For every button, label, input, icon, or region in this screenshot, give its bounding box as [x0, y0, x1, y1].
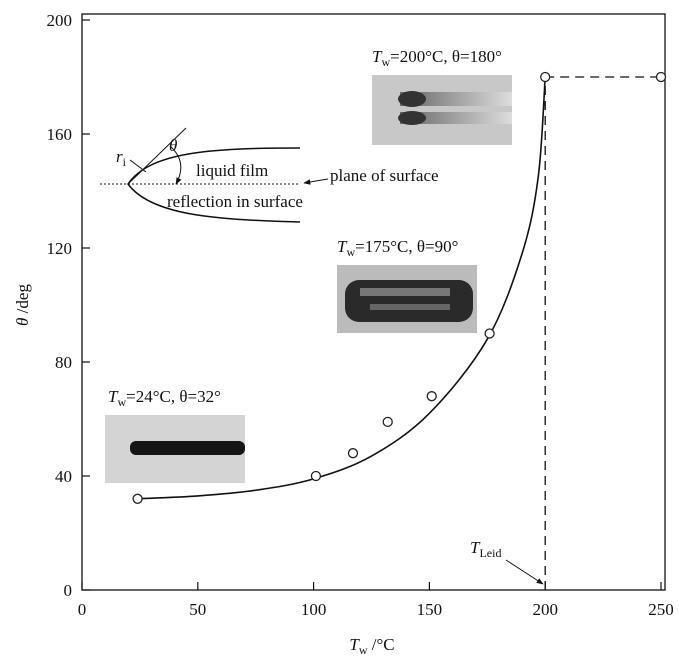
inset-angle: θ — [169, 136, 177, 155]
annotation-symbol: T — [337, 237, 348, 256]
photo-175 — [337, 265, 477, 333]
t-leid-label-symbol: T — [470, 538, 481, 557]
data-point — [540, 71, 551, 83]
y-axis-label: θ /deg — [13, 284, 32, 326]
y-tick-label: 160 — [47, 125, 73, 144]
y-tick-label: 40 — [55, 467, 72, 486]
fit-curve — [137, 76, 546, 500]
t-leid-label: TLeid — [470, 538, 501, 560]
data-point — [426, 391, 437, 402]
annotation-subscript: w — [381, 55, 390, 69]
t-leid-arrow — [505, 559, 544, 585]
x-axis-label-rest: /°C — [368, 635, 395, 654]
y-axis-label-rest: /deg — [13, 284, 32, 318]
data-point — [382, 416, 393, 428]
annotation-subscript: w — [117, 395, 126, 409]
t-leid-label-subscript: Leid — [479, 546, 501, 560]
inset-radius: ri — [116, 147, 127, 169]
y-tick-label: 120 — [47, 239, 73, 258]
y-tick-label: 80 — [55, 353, 72, 372]
annotation-symbol: T — [108, 387, 119, 406]
photo-200 — [372, 75, 512, 145]
annotation-rest: =200°C, θ=180° — [390, 47, 502, 66]
data-point — [484, 328, 495, 339]
y-tick-label: 200 — [47, 11, 73, 30]
plot-frame — [81, 13, 666, 591]
x-axis-label: Tw /°C — [349, 635, 394, 657]
inset-label: liquid film — [196, 161, 268, 180]
x-axis-label-subscript: w — [359, 643, 368, 657]
x-tick-label: 250 — [648, 600, 674, 619]
annotation: Tw=200°C, θ=180° — [372, 47, 502, 69]
data-point — [310, 470, 322, 482]
inset-diagram — [100, 127, 329, 223]
annotation-rest: =24°C, θ=32° — [126, 387, 221, 406]
annotation-subscript: w — [346, 245, 355, 259]
inset-radius-symbol: r — [116, 147, 123, 166]
annotation-rest: =175°C, θ=90° — [355, 237, 458, 256]
x-tick-label: 0 — [78, 600, 87, 619]
y-axis-label-symbol: θ — [13, 318, 32, 326]
annotation: Tw=24°C, θ=32° — [108, 387, 221, 409]
data-point — [132, 493, 143, 504]
x-axis-label-symbol: T — [349, 635, 360, 654]
inset-radius-subscript: i — [123, 155, 127, 169]
photo-24 — [105, 415, 245, 483]
data-point — [655, 71, 667, 83]
inset-label: plane of surface — [330, 166, 439, 185]
data-point — [347, 448, 359, 459]
x-tick-label: 200 — [532, 600, 558, 619]
y-tick-label: 0 — [64, 581, 73, 600]
x-tick-label: 50 — [189, 600, 206, 619]
annotation: Tw=175°C, θ=90° — [337, 237, 458, 259]
inset-label: reflection in surface — [167, 192, 303, 211]
x-tick-label: 150 — [417, 600, 443, 619]
x-tick-label: 100 — [301, 600, 327, 619]
annotation-symbol: T — [372, 47, 383, 66]
